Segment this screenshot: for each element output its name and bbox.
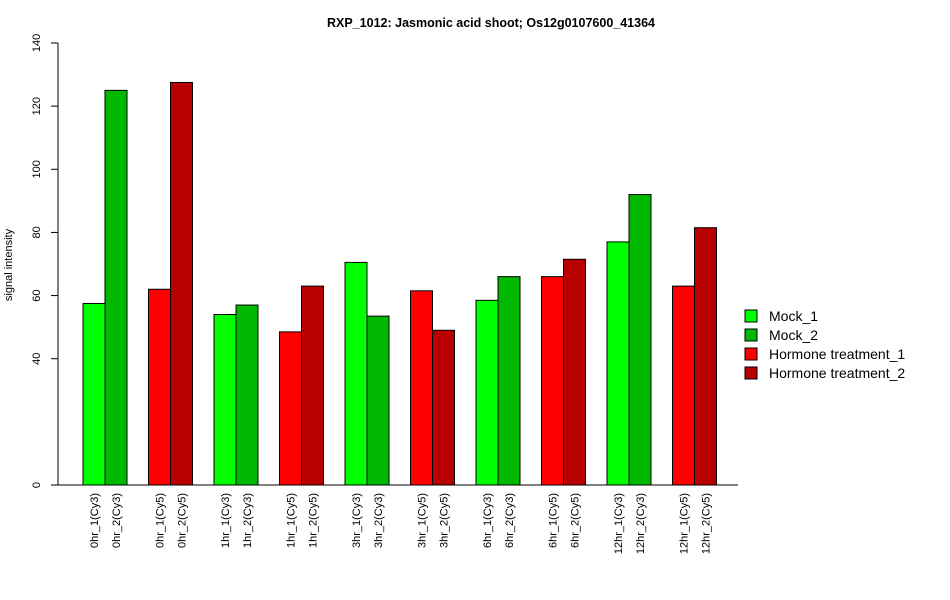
y-tick-label: 140	[31, 34, 43, 52]
legend-label: Mock_1	[769, 308, 818, 324]
x-tick-label: 6hr_1(Cy3)	[482, 493, 494, 548]
y-tick-label: 120	[31, 97, 43, 115]
x-tick-label: 3hr_2(Cy3)	[373, 493, 385, 548]
legend-swatch	[744, 347, 758, 361]
bar	[410, 290, 433, 486]
bar	[279, 331, 302, 486]
bar	[344, 261, 368, 486]
bar	[497, 276, 521, 486]
x-tick-label: 0hr_1(Cy5)	[155, 493, 167, 548]
bars-group	[82, 81, 717, 486]
x-tick-label: 0hr_2(Cy3)	[111, 493, 123, 548]
x-tick-label: 12hr_2(Cy3)	[635, 493, 647, 554]
bar	[672, 285, 695, 486]
bar	[148, 288, 171, 486]
legend-swatch	[744, 366, 758, 380]
x-axis: 0hr_1(Cy3) 0hr_2(Cy3) 0hr_1(Cy5) 0hr_2(Cy5)…	[58, 484, 738, 554]
x-tick-label: 3hr_1(Cy5)	[417, 493, 429, 548]
legend-label: Hormone treatment_2	[769, 365, 905, 381]
x-tick-label: 0hr_2(Cy5)	[177, 493, 189, 548]
y-axis: 0 40 60 80 100 120 140	[31, 34, 59, 488]
bar	[170, 81, 193, 486]
bar	[606, 241, 630, 486]
legend-swatch	[744, 309, 758, 323]
x-tick-label: 1hr_1(Cy5)	[286, 493, 298, 548]
bar	[82, 302, 106, 486]
bar	[104, 89, 128, 486]
bar	[628, 194, 652, 486]
x-tick-label: 12hr_1(Cy5)	[679, 493, 691, 554]
bar	[563, 258, 586, 486]
bar	[213, 314, 237, 486]
x-tick-label: 12hr_2(Cy5)	[701, 493, 713, 554]
x-tick-label: 3hr_1(Cy3)	[351, 493, 363, 548]
legend: Mock_1 Mock_2 Hormone treatment_1 Hormone t…	[744, 308, 905, 381]
bar	[366, 315, 390, 486]
x-tick-label: 1hr_1(Cy3)	[220, 493, 232, 548]
y-tick-label: 40	[31, 353, 43, 365]
x-tick-label: 3hr_2(Cy5)	[439, 493, 451, 548]
bar	[235, 304, 259, 486]
x-tick-label: 6hr_1(Cy5)	[548, 493, 560, 548]
legend-swatch	[744, 328, 758, 342]
legend-label: Mock_2	[769, 327, 818, 343]
bar	[541, 276, 564, 486]
x-tick-label: 0hr_1(Cy3)	[89, 493, 101, 548]
y-tick-label: 100	[31, 160, 43, 178]
y-tick-label: 60	[31, 289, 43, 301]
legend-label: Hormone treatment_1	[769, 346, 905, 362]
chart-title: RXP_1012: Jasmonic acid shoot; Os12g0107…	[327, 16, 655, 30]
x-tick-label: 1hr_2(Cy3)	[242, 493, 254, 548]
bar	[301, 285, 324, 486]
y-tick-label: 80	[31, 226, 43, 238]
x-tick-label: 1hr_2(Cy5)	[308, 493, 320, 548]
y-axis-label: signal intensity	[3, 228, 15, 301]
y-tick-label: 0	[31, 482, 43, 488]
x-tick-label: 12hr_1(Cy3)	[613, 493, 625, 554]
bar	[694, 227, 717, 486]
x-tick-label: 6hr_2(Cy3)	[504, 493, 516, 548]
bar	[475, 299, 499, 486]
x-tick-label: 6hr_2(Cy5)	[570, 493, 582, 548]
bar	[432, 329, 455, 486]
